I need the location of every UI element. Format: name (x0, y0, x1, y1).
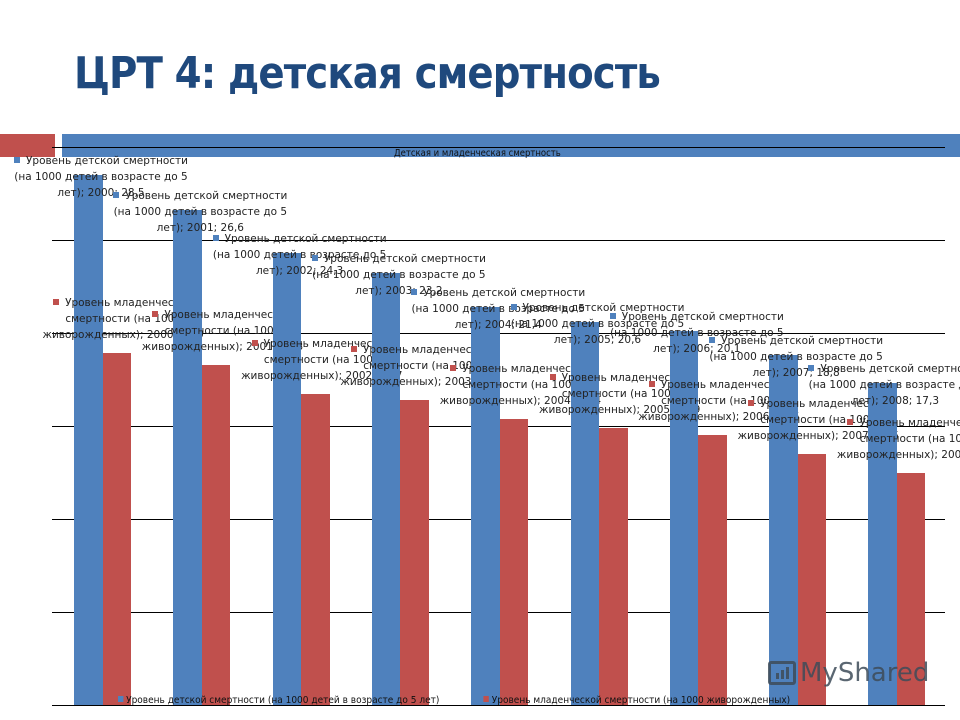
chart-legend: Уровень детской смертности (на 1000 дете… (118, 695, 832, 706)
chart-plot-area: Уровень детской смертности (на 1000 детей… (14, 147, 960, 706)
data-label: Уровень детской смертности(на 1000 детей… (609, 311, 784, 356)
bar-infant-2000 (102, 353, 131, 705)
series-marker-icon (648, 381, 655, 388)
bar-infant-2002 (301, 394, 330, 705)
bar-child-2003 (371, 273, 401, 705)
bar-child-2007 (769, 355, 798, 705)
gridline (52, 705, 945, 706)
series-marker-icon (251, 340, 258, 347)
data-label: Уровень детской смертности(на 1000 детей… (311, 253, 486, 298)
gridline (52, 240, 945, 241)
series-marker-icon (411, 288, 418, 295)
data-label: Уровень детской смертности(на 1000 детей… (808, 363, 960, 408)
series-marker-icon (609, 313, 616, 320)
bar-child-2005 (570, 321, 599, 705)
data-label: Уровень детской смертности(на 1000 детей… (212, 233, 387, 278)
series-marker-icon (510, 303, 517, 310)
presentation-board-icon (768, 661, 796, 685)
bar-infant-2004 (499, 418, 529, 705)
series-marker-icon (350, 345, 357, 352)
series-marker-icon (847, 418, 854, 425)
series-marker-icon (113, 192, 120, 199)
bar-infant-2005 (599, 427, 628, 705)
gridline (52, 147, 945, 148)
bar-infant-2006 (698, 435, 727, 705)
bar-child-2001 (173, 210, 202, 705)
data-label: Уровень детской смертности(на 1000 детей… (14, 154, 189, 199)
data-label: Уровень детской смертности(на 1000 детей… (113, 190, 288, 235)
bar-infant-2007 (797, 453, 827, 705)
slide-title: ЦРТ 4: детская смертность (74, 48, 661, 99)
legend-swatch-red-icon (483, 696, 490, 702)
bar-child-2000 (74, 174, 103, 705)
bar-child-2004 (471, 306, 500, 705)
bar-child-2002 (272, 253, 302, 705)
watermark: MyShared (768, 658, 929, 688)
data-label: Уровень детской смертности(на 1000 детей… (510, 301, 685, 346)
series-marker-icon (748, 399, 755, 406)
series-marker-icon (450, 364, 457, 371)
legend-item-infant-mortality: Уровень младенческой смертности (на 1000… (483, 695, 790, 706)
bar-infant-2008 (896, 472, 926, 705)
data-label: Уровень детской смертности(на 1000 детей… (709, 335, 884, 380)
data-label: Уровень детской смертности(на 1000 детей… (411, 286, 586, 331)
series-marker-icon (152, 310, 159, 317)
series-marker-icon (14, 156, 20, 163)
bar-child-2008 (868, 383, 897, 705)
accent-bar-blue (62, 134, 960, 157)
legend-item-child-mortality: Уровень детской смертности (на 1000 дете… (118, 695, 439, 706)
bar-infant-2001 (201, 364, 231, 705)
series-marker-icon (311, 255, 318, 262)
chart-title: Детская и младенческая смертность (394, 148, 561, 159)
bar-infant-2003 (400, 399, 429, 705)
accent-bar-red (0, 134, 55, 157)
bar-child-2006 (669, 331, 699, 705)
legend-swatch-blue-icon (118, 696, 124, 702)
series-marker-icon (212, 235, 219, 242)
series-marker-icon (808, 365, 815, 372)
series-marker-icon (549, 373, 556, 380)
series-marker-icon (709, 337, 716, 344)
series-marker-icon (53, 299, 60, 306)
